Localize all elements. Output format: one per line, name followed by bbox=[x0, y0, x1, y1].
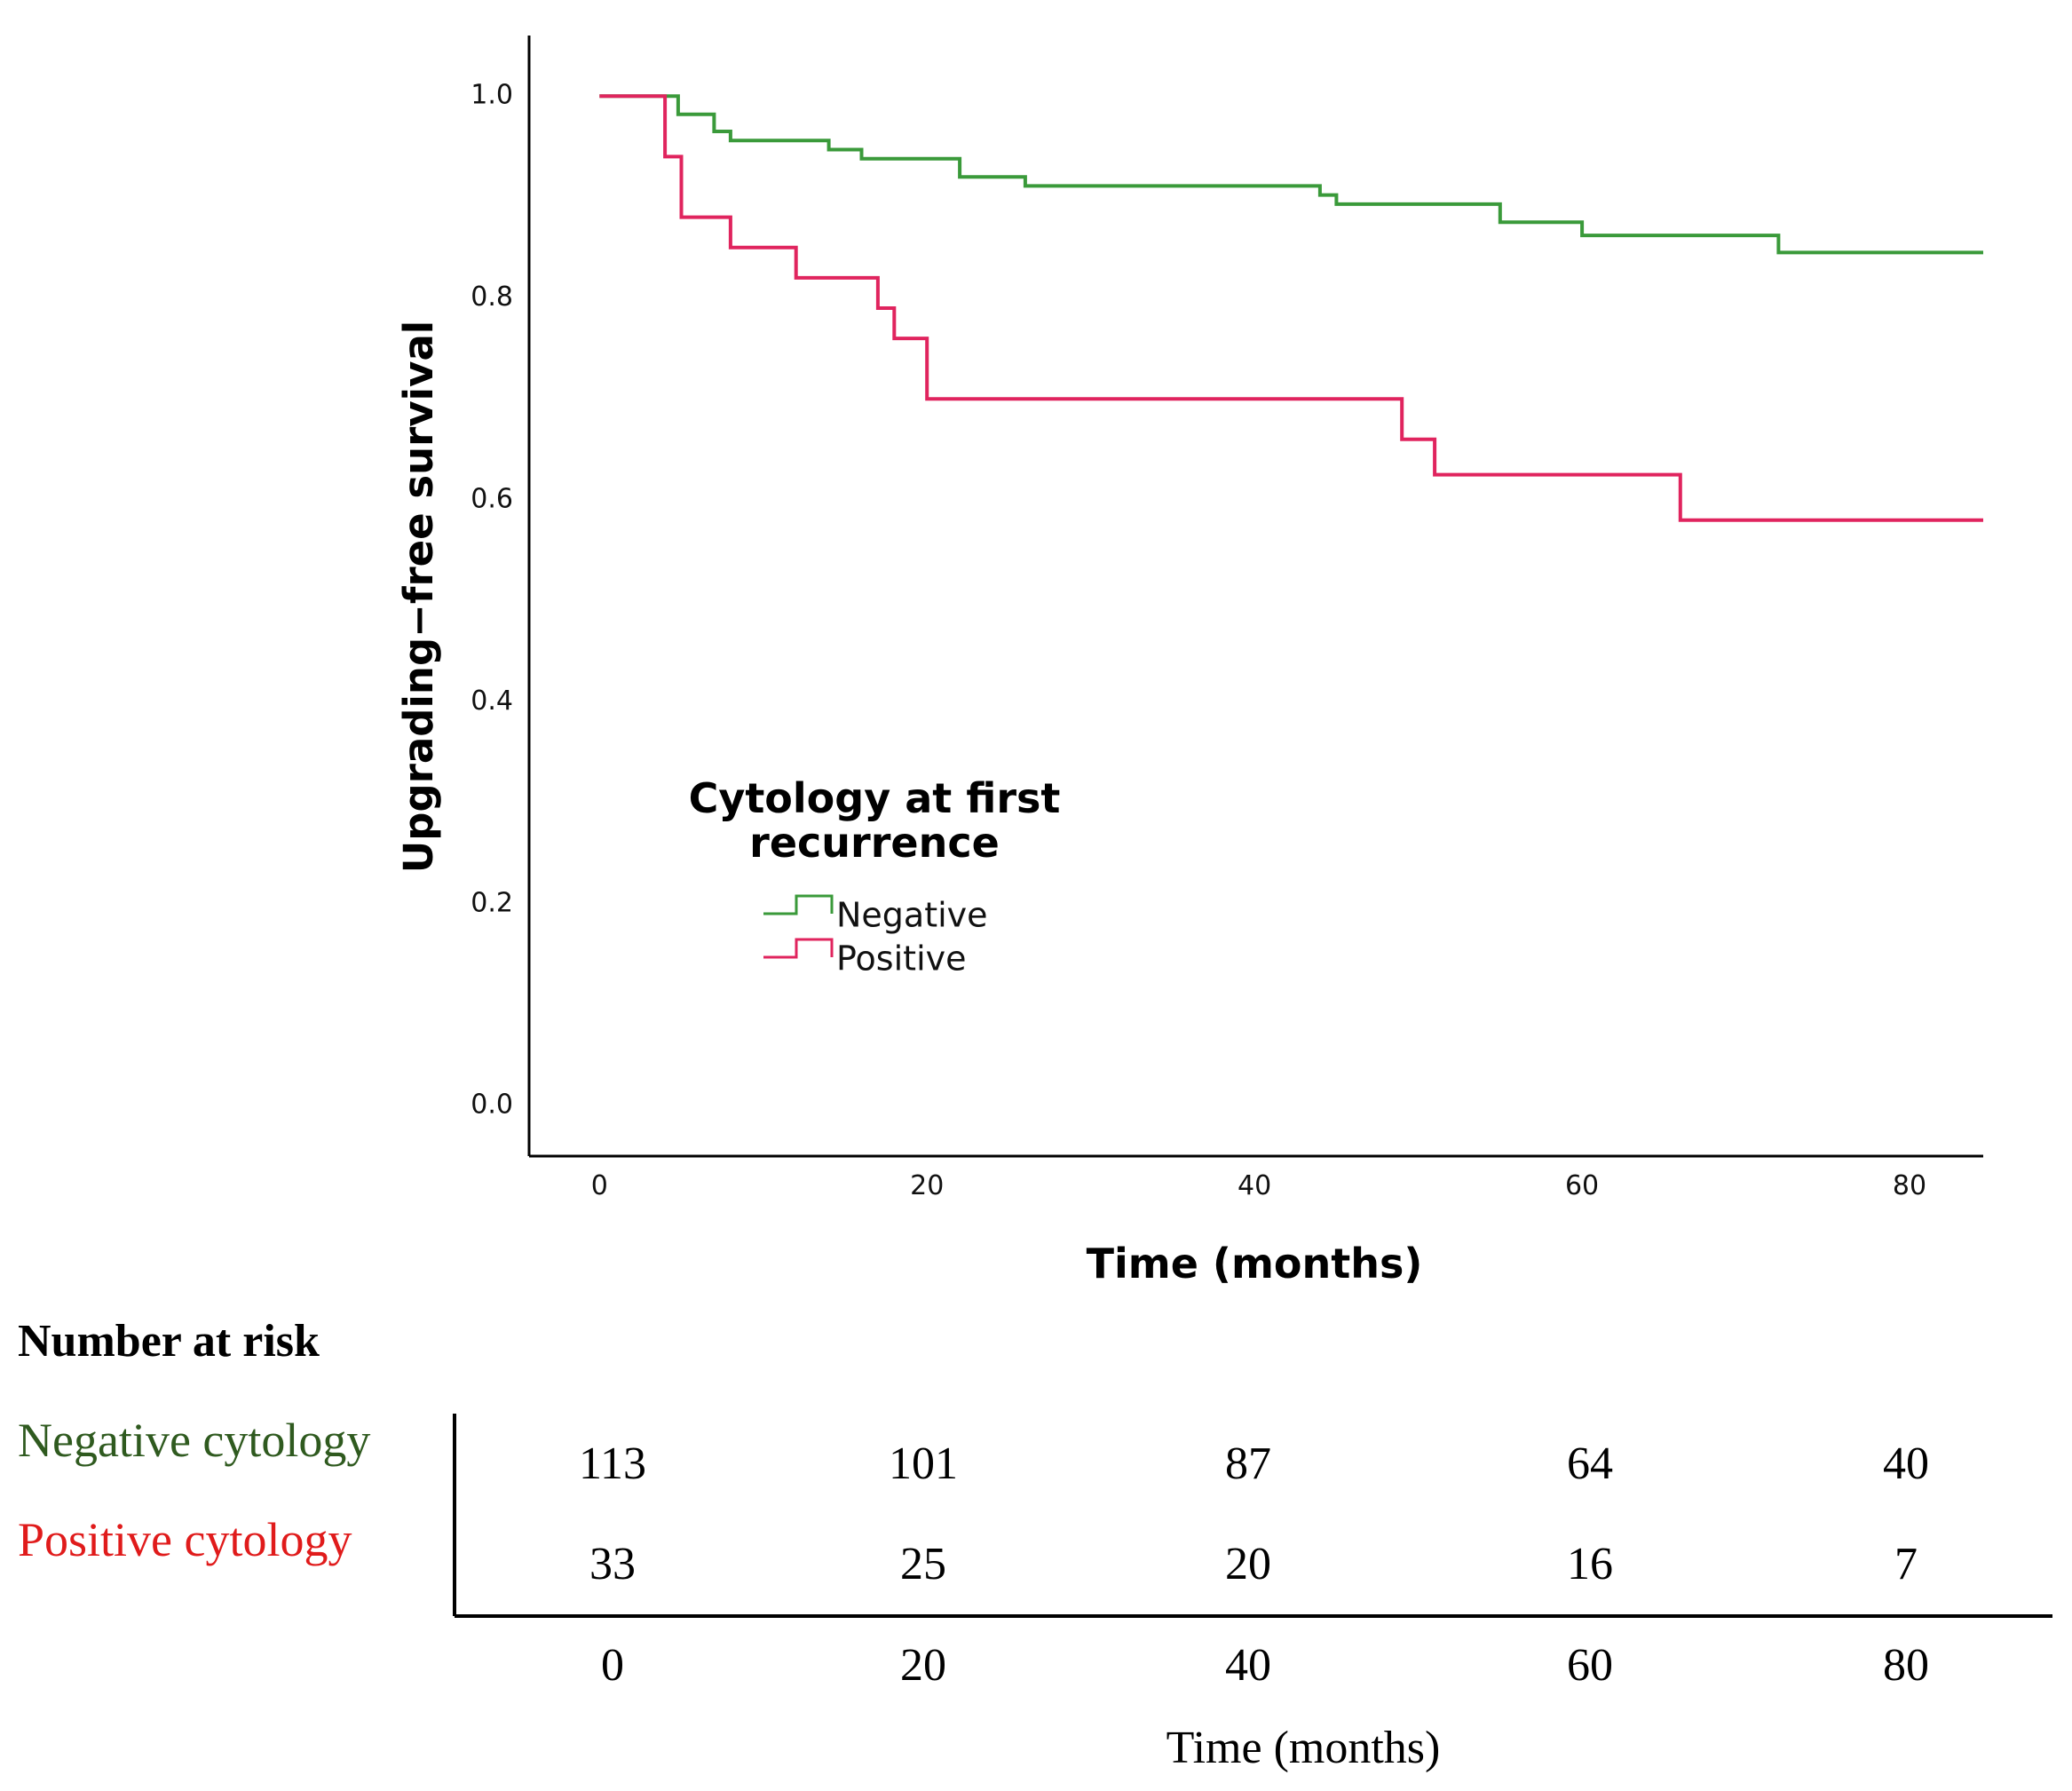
x-tick-label: 0 bbox=[591, 1170, 608, 1201]
legend-label-positive: Positive bbox=[836, 939, 967, 979]
risk-row-label-positive: Positive cytology bbox=[18, 1513, 352, 1566]
risk-count-cell: 113 bbox=[579, 1438, 646, 1489]
number-at-risk-table: Number at risk Negative cytology Positiv… bbox=[18, 1316, 2052, 1773]
y-tick-label: 0.2 bbox=[471, 887, 513, 918]
plot-area: 0.0 0.2 0.4 0.6 0.8 1.0 0 20 40 60 80 bbox=[471, 36, 1983, 1201]
risk-table-cells: 113 101 87 64 40 33 25 20 16 7 0 20 40 60 80 bbox=[579, 1438, 1929, 1691]
risk-count-cell: 87 bbox=[1225, 1438, 1271, 1489]
y-tick-label: 1.0 bbox=[471, 80, 513, 111]
survival-curve-negative bbox=[599, 94, 1983, 255]
risk-count-cell: 40 bbox=[1883, 1438, 1929, 1489]
x-tick-label: 60 bbox=[1565, 1170, 1599, 1201]
x-tick-label: 80 bbox=[1893, 1170, 1926, 1201]
risk-time-label: 0 bbox=[601, 1640, 624, 1691]
y-tick-labels: 0.0 0.2 0.4 0.6 0.8 1.0 bbox=[471, 80, 513, 1121]
risk-table-title: Number at risk bbox=[18, 1316, 320, 1367]
y-tick-label: 0.8 bbox=[471, 281, 513, 313]
x-axis-title: Time (months) bbox=[1087, 1240, 1423, 1288]
risk-time-label: 60 bbox=[1567, 1640, 1613, 1691]
survival-curve-positive bbox=[599, 94, 1983, 522]
x-tick-labels: 0 20 40 60 80 bbox=[591, 1170, 1926, 1201]
risk-count-cell: 25 bbox=[900, 1539, 946, 1589]
legend-swatch-positive bbox=[763, 938, 834, 959]
y-tick-label: 0.0 bbox=[471, 1090, 513, 1121]
risk-count-cell: 101 bbox=[889, 1438, 958, 1489]
risk-count-cell: 64 bbox=[1567, 1438, 1613, 1489]
legend-title-line1: Cytology at first bbox=[689, 774, 1061, 822]
x-tick-label: 40 bbox=[1238, 1170, 1271, 1201]
x-tick-label: 20 bbox=[910, 1170, 944, 1201]
survival-curves bbox=[599, 94, 1983, 522]
risk-table-x-title: Time (months) bbox=[1166, 1723, 1441, 1773]
legend-swatch-negative bbox=[763, 894, 834, 915]
risk-count-cell: 20 bbox=[1225, 1539, 1271, 1589]
risk-time-label: 40 bbox=[1225, 1640, 1271, 1691]
risk-count-cell: 16 bbox=[1567, 1539, 1613, 1589]
y-axis-title: Upgrading−free survival bbox=[395, 321, 442, 874]
risk-time-label: 80 bbox=[1883, 1640, 1929, 1691]
legend-title-line2: recurrence bbox=[749, 819, 1000, 867]
y-tick-label: 0.4 bbox=[471, 685, 513, 717]
legend: Cytology at first recurrence Negative Po… bbox=[689, 774, 1061, 979]
legend-label-negative: Negative bbox=[836, 896, 988, 935]
y-tick-label: 0.6 bbox=[471, 483, 513, 514]
risk-time-label: 20 bbox=[900, 1640, 946, 1691]
risk-count-cell: 33 bbox=[589, 1539, 636, 1589]
risk-row-label-negative: Negative cytology bbox=[18, 1414, 370, 1467]
risk-count-cell: 7 bbox=[1894, 1539, 1918, 1589]
